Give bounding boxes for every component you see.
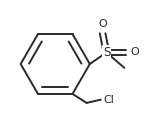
- Text: O: O: [98, 19, 107, 29]
- Text: Cl: Cl: [103, 95, 114, 105]
- Text: S: S: [103, 46, 110, 59]
- Text: O: O: [131, 47, 140, 57]
